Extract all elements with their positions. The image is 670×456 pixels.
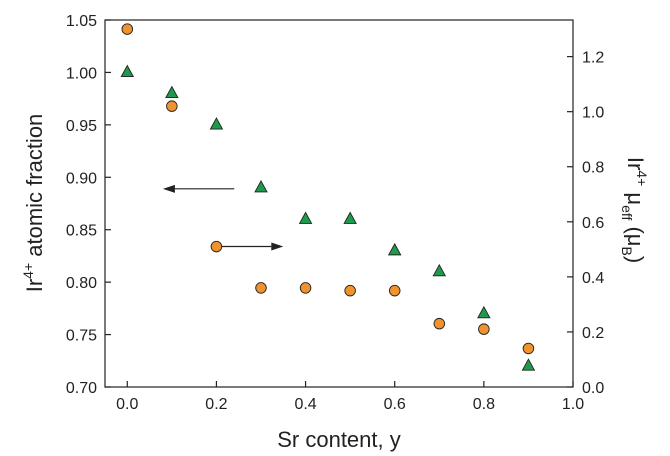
y-left-axis-title: Ir4+ atomic fraction: [20, 114, 47, 293]
y-left-tick-label: 0.95: [66, 118, 97, 135]
triangle-point: [343, 211, 357, 224]
triangle-point: [298, 211, 313, 224]
circle-point: [210, 240, 223, 253]
circle-point: [166, 100, 178, 112]
y-left-tick-label: 0.90: [66, 170, 97, 187]
arrow-right-head: [271, 242, 284, 251]
y-left-tick-label: 1.05: [66, 13, 97, 30]
y-left-axis-ticks: 0.70 0.75 0.80 0.85 0.90 0.95 1.00 1.05: [66, 13, 111, 397]
triangle-point: [209, 117, 224, 130]
circle-point: [121, 23, 134, 35]
y-right-tick-label: 0.6: [582, 215, 604, 232]
x-tick-label: 0.4: [294, 396, 316, 413]
circle-point: [522, 342, 535, 355]
y-right-tick-label: 1.2: [582, 50, 604, 67]
x-axis-title: Sr content, y: [277, 427, 401, 452]
y-right-axis-title: Ir4+ μeff (μB): [619, 157, 650, 263]
triangle-point: [254, 180, 268, 193]
y-left-tick-label: 0.75: [66, 328, 97, 345]
arrow-left-head: [162, 184, 175, 193]
y-right-tick-label: 0.0: [582, 380, 604, 397]
data-points: [120, 23, 536, 371]
x-tick-label: 0.0: [116, 396, 138, 413]
circle-point: [299, 282, 312, 294]
triangle-point: [120, 64, 135, 78]
y-right-axis-ticks: 0.0 0.2 0.4 0.6 0.8 1.0 1.2: [567, 50, 604, 397]
y-right-tick-label: 0.2: [582, 325, 604, 342]
y-right-tick-label: 1.0: [582, 105, 604, 122]
x-axis-ticks: 0.0 0.2 0.4 0.6 0.8 1.0: [116, 381, 584, 413]
triangle-point: [432, 263, 447, 277]
x-tick-label: 0.8: [473, 396, 495, 413]
circle-point: [433, 317, 446, 330]
y-left-tick-label: 0.70: [66, 380, 97, 397]
x-tick-label: 0.2: [205, 396, 227, 413]
triangle-point: [521, 358, 536, 371]
y-right-tick-label: 0.8: [582, 160, 604, 177]
y-left-tick-label: 0.85: [66, 223, 97, 240]
circle-point: [478, 323, 490, 335]
triangle-point: [165, 85, 179, 99]
arrows: [162, 184, 284, 251]
y-left-tick-label: 1.00: [66, 65, 97, 82]
circle-point: [344, 284, 356, 297]
triangle-point: [477, 305, 491, 319]
x-tick-label: 0.6: [384, 396, 406, 413]
y-right-tick-label: 0.4: [582, 270, 604, 287]
triangle-point: [387, 242, 402, 256]
y-left-tick-label: 0.80: [66, 275, 97, 292]
plot-frame: [104, 19, 574, 388]
circle-point: [255, 282, 267, 294]
x-tick-label: 1.0: [562, 396, 584, 413]
circle-point: [388, 284, 401, 297]
